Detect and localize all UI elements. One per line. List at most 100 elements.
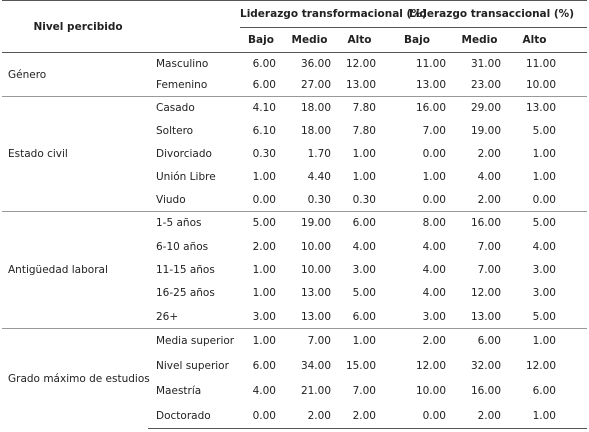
cell-value: 10.00 [300, 240, 331, 253]
table-row: Nivel superior 6.00 34.00 15.00 12.00 32.00 12… [2, 353, 587, 378]
header-row: Nivel percibido Liderazgo transformacion… [2, 0, 588, 33]
cell-value: 13.00 [415, 79, 446, 92]
spacer [562, 327, 588, 354]
row-label: 16-25 años [156, 287, 215, 300]
cell-value: 0.00 [422, 148, 446, 160]
cell-value: 11.00 [415, 57, 446, 70]
row-label: 6-10 años [156, 240, 209, 253]
row-label: Femenino [156, 79, 208, 92]
cell-value: 4.00 [532, 240, 556, 253]
cell-value: 7.80 [337, 96, 382, 120]
cell-value: 19.00 [282, 210, 337, 235]
cell-value: 16.00 [470, 384, 501, 397]
cell-value: 16.00 [452, 210, 507, 235]
cell-value: 5.00 [532, 125, 556, 137]
cell-value: 23.00 [470, 79, 501, 92]
group-label: Antigüedad laboral [2, 211, 148, 329]
cell-value: 1.00 [352, 171, 376, 183]
spacer [562, 189, 587, 212]
cell-value: 8.00 [382, 210, 452, 235]
group-label: Género [8, 68, 47, 81]
cell-value: 10.00 [525, 79, 556, 92]
group-header: Liderazgo transaccional (%) [382, 0, 588, 28]
cell-value: 11.00 [525, 57, 556, 70]
spacer [562, 305, 587, 328]
cell-value: 13.00 [507, 96, 562, 120]
spacer [148, 28, 240, 53]
row-label: 11-15 años [156, 263, 215, 276]
spacer [562, 378, 587, 403]
table-body: Género Masculino 6.00 36.00 12.00 11.00 31.00 1… [2, 53, 588, 429]
cell-value: 16.00 [382, 96, 452, 120]
cell-value: 5.00 [240, 210, 282, 235]
cell-value: 3.00 [252, 310, 276, 323]
row-label: Nivel superior [156, 359, 229, 372]
cell-value: 13.00 [470, 310, 501, 323]
cell-value: 7.00 [477, 263, 501, 276]
cell-value: 1.00 [252, 287, 276, 300]
level-header: Medio [461, 34, 498, 46]
cell-value: 12.00 [470, 287, 501, 300]
cell-value: 1.00 [240, 327, 282, 354]
cell-value: 0.00 [532, 193, 556, 206]
cell-value: 12.00 [525, 359, 556, 372]
row-label: Masculino [156, 57, 209, 70]
cell-value: 4.00 [422, 240, 446, 253]
table-row: Grado máximo de estudios Media superior 1.… [2, 327, 588, 429]
cell-value: 34.00 [300, 359, 331, 372]
table-row: Doctorado 0.00 2.00 2.00 0.00 2.00 1.00 [2, 403, 588, 429]
cell-value: 7.00 [477, 240, 501, 253]
table-row: Femenino 6.00 27.00 13.00 13.00 23.00 10.00 [2, 75, 587, 97]
cell-value: 5.00 [352, 287, 376, 300]
cell-value: 5.00 [507, 210, 562, 235]
spacer [148, 1, 240, 28]
table-row: Estado civil Casado 4.10 18.00 7.80 16.00 29.0… [2, 96, 588, 212]
cell-value: 2.00 [477, 193, 501, 206]
cell-value: 3.00 [422, 310, 446, 323]
cell-value: 27.00 [300, 79, 331, 92]
spacer [562, 258, 587, 281]
level-header: Alto [347, 34, 372, 46]
cell-value: 1.00 [337, 327, 382, 354]
spacer [562, 143, 587, 166]
spacer [562, 75, 587, 97]
cell-value: 31.00 [470, 57, 501, 70]
cell-value: 4.40 [307, 171, 331, 183]
cell-value: 7.80 [352, 125, 376, 137]
cell-value: 15.00 [345, 359, 376, 372]
level-header: Alto [522, 34, 547, 46]
group-header: Liderazgo transformacional (%) [240, 0, 427, 28]
table-row: Soltero 6.10 18.00 7.80 7.00 19.00 5.00 [2, 120, 587, 143]
cell-value: 0.00 [382, 403, 452, 429]
cell-value: 7.00 [282, 327, 337, 354]
cell-value: 19.00 [470, 125, 501, 137]
cell-value: 7.00 [352, 384, 376, 397]
row-label: Soltero [156, 125, 194, 137]
spacer [562, 235, 587, 258]
cell-value: 32.00 [470, 359, 501, 372]
cell-value: 0.00 [252, 193, 276, 206]
spacer [562, 96, 588, 120]
spacer [562, 353, 587, 378]
level-header: Bajo [404, 34, 430, 46]
cell-value: 2.00 [252, 240, 276, 253]
cell-value: 3.00 [532, 263, 556, 276]
cell-value: 4.00 [422, 287, 446, 300]
cell-value: 0.30 [307, 193, 331, 206]
row-label: Casado [148, 96, 240, 120]
cell-value: 6.00 [532, 384, 556, 397]
cell-value: 6.00 [337, 210, 382, 235]
row-label: Maestría [156, 384, 202, 397]
cell-value: 4.00 [422, 263, 446, 276]
spacer [562, 120, 587, 143]
spacer [562, 282, 587, 305]
cell-value: 6.00 [352, 310, 376, 323]
cell-value: 29.00 [452, 96, 507, 120]
group-label: Grado máximo de estudios [2, 327, 150, 429]
cell-value: 13.00 [300, 310, 331, 323]
cell-value: 1.00 [507, 403, 562, 429]
spacer [562, 28, 587, 53]
cell-value: 3.00 [352, 263, 376, 276]
